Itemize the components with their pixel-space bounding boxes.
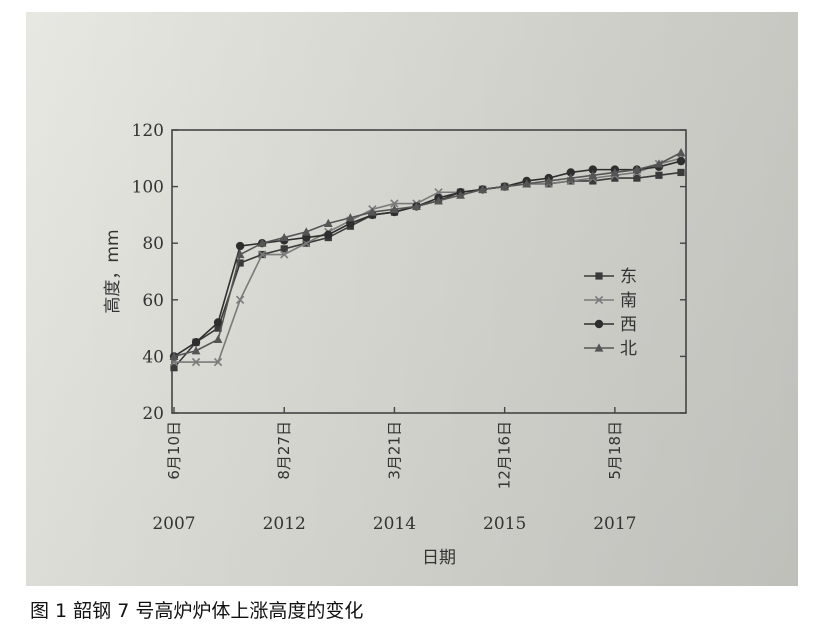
x-tick-year-label: 2014 [373, 514, 416, 534]
data-point-triangle [588, 170, 598, 179]
data-point-square [214, 324, 222, 332]
series-line [173, 151, 682, 358]
series-4 [169, 148, 686, 360]
x-tick-year-label: 2015 [483, 514, 526, 534]
x-stroke [594, 295, 604, 305]
y-tick-label: 100 [132, 178, 164, 198]
data-point-square [589, 177, 597, 185]
data-point-circle [213, 318, 223, 327]
legend-item: 东 [584, 267, 637, 287]
data-point-triangle [610, 167, 620, 177]
data-point-circle [676, 156, 686, 166]
data-point-circle [594, 319, 604, 329]
legend-item: 北 [584, 339, 637, 359]
data-point-triangle [654, 159, 664, 168]
data-point-square [677, 168, 685, 177]
line-chart: 20 40 60 80 100 120 高度，mm 6月10日 2007 8月27日 2012 3月2… [26, 12, 798, 586]
data-point-triangle [279, 232, 289, 242]
x-stroke [235, 295, 245, 304]
data-point-triangle [632, 165, 642, 174]
axes: 20 40 60 80 100 120 高度，mm 6月10日 2007 8月27日 2012 3月2… [103, 121, 687, 568]
y-axis-title: 高度，mm [103, 229, 123, 313]
data-point-square [595, 272, 603, 280]
data-point-triangle [191, 346, 201, 355]
data-point-square [655, 171, 663, 179]
data-point-circle [191, 338, 201, 347]
data-point-x [191, 357, 201, 367]
series-group [169, 148, 686, 372]
data-point-triangle [301, 227, 311, 236]
x-tick-date-label: 12月16日 [496, 421, 514, 489]
data-point-triangle [323, 218, 333, 227]
data-point-circle [588, 165, 598, 174]
data-point-triangle [478, 184, 488, 194]
legend-item: 西 [584, 315, 637, 335]
data-point-circle [324, 230, 333, 239]
data-point-triangle [676, 148, 686, 157]
x-tick-date-label: 6月10日 [165, 421, 183, 480]
chart-photo: 20 40 60 80 100 120 高度，mm 6月10日 2007 8月27日 2012 3月2… [26, 12, 798, 586]
data-point-triangle [566, 173, 576, 182]
y-tick-label: 20 [142, 404, 164, 424]
x-stroke [258, 250, 267, 259]
legend-label: 南 [620, 291, 637, 311]
y-tick-label: 40 [142, 347, 164, 367]
x-tick-year-label: 2007 [152, 514, 195, 534]
data-point-x [594, 295, 604, 305]
x-stroke [191, 357, 201, 367]
data-point-triangle [345, 213, 355, 222]
data-point-x [280, 250, 289, 259]
x-tick-year-label: 2017 [593, 514, 636, 534]
x-stroke [213, 357, 223, 367]
data-point-square [170, 364, 178, 372]
data-point-triangle [169, 351, 179, 360]
legend-label: 北 [620, 339, 637, 359]
data-point-triangle [367, 207, 377, 216]
x-tick-date-label: 5月18日 [606, 421, 624, 480]
legend-item: 南 [584, 291, 637, 311]
y-tick-label: 60 [142, 291, 164, 311]
data-point-triangle [522, 179, 532, 188]
x-tick-year-label: 2012 [263, 514, 306, 534]
x-axis-title: 日期 [422, 548, 456, 568]
data-point-triangle [257, 238, 267, 247]
data-point-circle [566, 168, 575, 177]
data-point-x [390, 199, 399, 208]
y-tick-label: 80 [142, 234, 164, 254]
data-point-square [633, 174, 641, 182]
data-point-triangle [500, 182, 510, 191]
data-point-triangle [434, 196, 443, 205]
data-point-circle [235, 241, 245, 251]
data-point-square [280, 245, 288, 253]
data-point-triangle [390, 204, 399, 213]
y-tick-label: 120 [132, 121, 164, 141]
data-point-x [258, 250, 267, 259]
legend-label: 东 [620, 267, 637, 287]
data-point-square [236, 259, 244, 267]
x-tick-date-label: 3月21日 [385, 421, 403, 480]
data-point-triangle [412, 201, 421, 211]
x-stroke [280, 250, 289, 259]
data-point-triangle [594, 343, 604, 352]
data-point-x [213, 357, 223, 367]
data-point-square [611, 174, 619, 182]
data-point-triangle [456, 190, 465, 199]
x-tick-date-label: 8月27日 [275, 421, 293, 480]
x-stroke [390, 199, 399, 208]
data-point-triangle [235, 249, 245, 259]
photo-shading [26, 12, 798, 586]
plot-frame [171, 129, 687, 414]
data-point-x [235, 295, 245, 304]
legend-label: 西 [620, 315, 637, 335]
figure-caption: 图 1 韶钢 7 号高炉炉体上涨高度的变化 [30, 600, 364, 622]
data-point-triangle [544, 176, 554, 185]
data-point-triangle [213, 334, 223, 344]
